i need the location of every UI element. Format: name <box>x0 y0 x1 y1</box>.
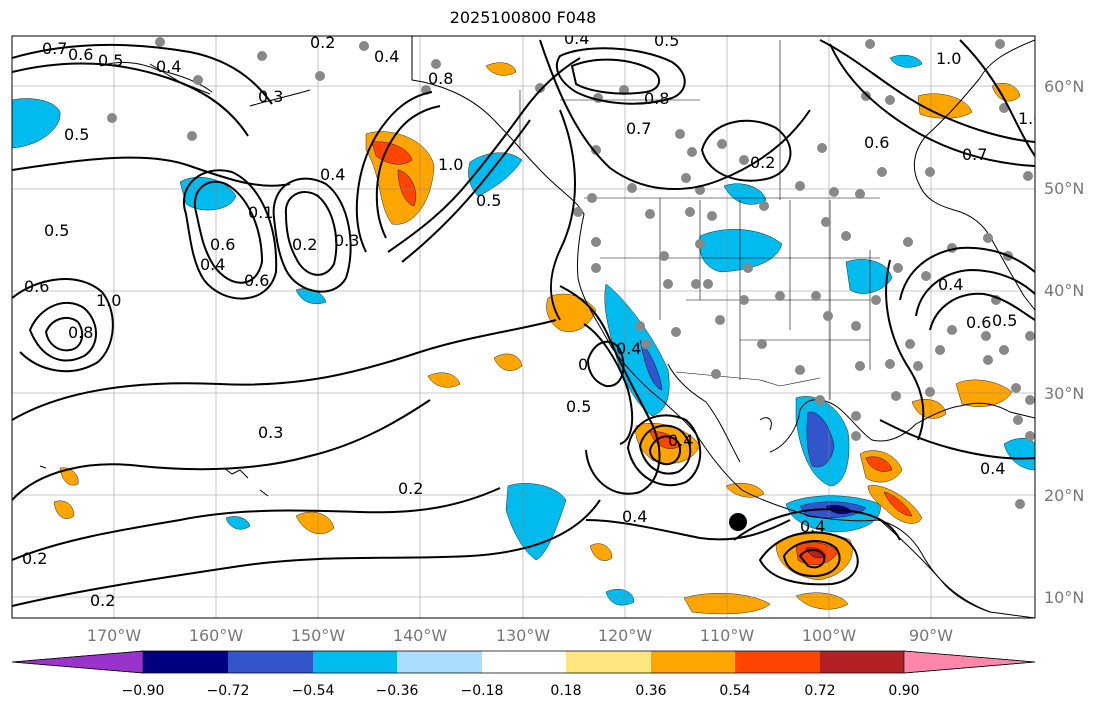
colorbar-tick-label: −0.90 <box>121 683 165 699</box>
contour-label: 0.6 <box>210 235 235 254</box>
lon-label: 160°W <box>188 626 244 645</box>
colorbar-segment <box>228 651 313 673</box>
contour-label: 0.5 <box>64 125 89 144</box>
contour-label: 0.5 <box>566 397 591 416</box>
lon-label: 130°W <box>495 626 551 645</box>
contour-label: 0.7 <box>962 145 987 164</box>
contour-label: 0.4 <box>616 339 641 358</box>
lat-label: 60°N <box>1044 77 1085 96</box>
contour-label: 0.6 <box>864 133 889 152</box>
contour-label: 0.2 <box>90 591 115 610</box>
contour-label: 0.4 <box>374 47 399 66</box>
contour-label: 0.4 <box>564 29 589 48</box>
colorbar-segment <box>566 651 651 673</box>
contour-label: 0.4 <box>668 431 693 450</box>
contour-label: 0.4 <box>200 255 225 274</box>
contour-label: 0.2 <box>310 33 335 52</box>
colorbar <box>11 650 1036 674</box>
contour-label: 0.6 <box>68 45 93 64</box>
lat-label: 20°N <box>1044 486 1085 505</box>
colorbar-tick-label: 0.90 <box>888 683 920 699</box>
contour-label: 1.0 <box>96 291 121 310</box>
colorbar-tick-label: −0.36 <box>375 683 419 699</box>
contour-label: 0.4 <box>156 57 181 76</box>
contour-label: 0.3 <box>258 423 283 442</box>
lat-label: 50°N <box>1044 179 1085 198</box>
map-frame <box>11 35 1036 619</box>
colorbar-extend-low <box>11 650 144 674</box>
graticule-lines <box>12 36 1035 618</box>
contour-label: 0 <box>578 355 588 374</box>
contour-label: 0.2 <box>750 153 775 172</box>
colorbar-tick-label: 0.36 <box>635 683 667 699</box>
lat-label: 10°N <box>1044 588 1085 607</box>
contour-label: 0.8 <box>644 89 669 108</box>
colorbar-extend-high <box>903 650 1036 674</box>
colorbar-segment <box>735 651 820 673</box>
colorbar-tick-label: 0.18 <box>550 683 582 699</box>
colorbar-segment <box>397 651 482 673</box>
contour-label: 0.5 <box>654 31 679 50</box>
lon-label: 170°W <box>86 626 142 645</box>
contour-labels: 0.7 0.6 0.5 0.4 0.5 0.3 0.2 0.4 0.8 0.4 … <box>22 29 1043 610</box>
lon-label: 120°W <box>597 626 653 645</box>
colorbar-tick-label: −0.18 <box>460 683 504 699</box>
storm-center-marker <box>729 513 747 531</box>
contour-label: 0.4 <box>938 275 963 294</box>
contour-label: 0.3 <box>258 87 283 106</box>
colorbar-segment <box>651 651 735 673</box>
colorbar-tick-label: 0.72 <box>804 683 836 699</box>
contour-label: 0.5 <box>476 191 501 210</box>
colorbar-segment <box>482 651 566 673</box>
contour-label: 0.4 <box>320 165 345 184</box>
map-title: 2025100800 F048 <box>449 8 597 27</box>
contour-label: 0.5 <box>98 51 123 70</box>
colorbar-tick-label: 0.54 <box>719 683 751 699</box>
contour-label: 0.5 <box>992 311 1017 330</box>
contour-label: 0.1 <box>248 203 273 222</box>
contour-label: 0.2 <box>22 549 47 568</box>
contour-label: 0.3 <box>334 231 359 250</box>
lon-label: 100°W <box>801 626 857 645</box>
contour-label: 0.2 <box>292 235 317 254</box>
lon-label: 140°W <box>392 626 448 645</box>
contour-label: 0.7 <box>42 39 67 58</box>
contour-label: 0.8 <box>68 323 93 342</box>
contour-label: 0.8 <box>428 69 453 88</box>
contour-label: 1.0 <box>1018 109 1043 128</box>
contour-label: 0.6 <box>24 277 49 296</box>
contour-lines <box>12 39 1035 607</box>
colorbar-segment <box>313 651 397 673</box>
lat-label: 40°N <box>1044 281 1085 300</box>
lat-label: 30°N <box>1044 384 1085 403</box>
contour-label: 1.0 <box>936 49 961 68</box>
contour-label: 0.2 <box>398 479 423 498</box>
contour-label: 1.0 <box>438 155 463 174</box>
contour-label: 0.4 <box>622 507 647 526</box>
colorbar-tick-label: −0.54 <box>291 683 335 699</box>
contour-label: 0.6 <box>966 313 991 332</box>
contour-label: 0.5 <box>44 221 69 240</box>
contour-label: 0.4 <box>800 517 825 536</box>
station-markers <box>107 37 1035 509</box>
colorbar-segment <box>820 651 904 673</box>
lon-label: 90°W <box>908 626 954 645</box>
lon-label: 110°W <box>699 626 755 645</box>
contour-label: 0.4 <box>980 459 1005 478</box>
contour-label: 0.7 <box>626 119 651 138</box>
colorbar-segment <box>143 651 228 673</box>
contour-label: 0.6 <box>244 271 269 290</box>
colorbar-tick-label: −0.72 <box>206 683 250 699</box>
lon-label: 150°W <box>290 626 346 645</box>
